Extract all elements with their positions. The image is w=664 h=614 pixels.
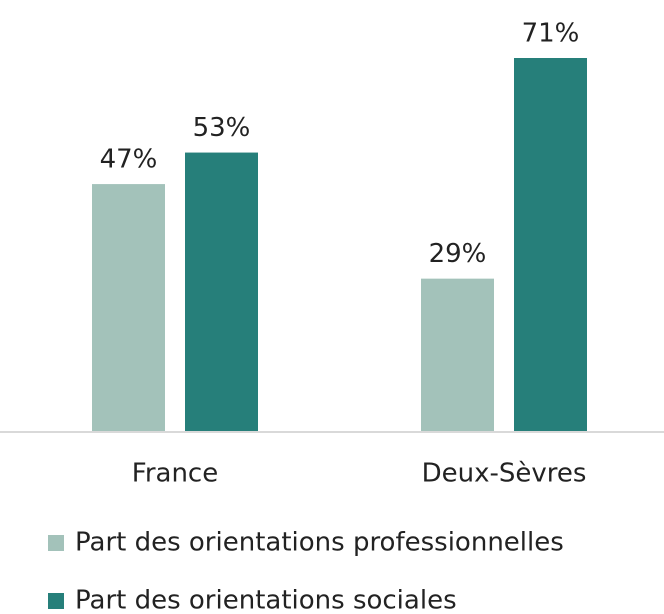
legend-swatch (48, 593, 64, 609)
data-label: 53% (193, 113, 251, 143)
bar (92, 184, 165, 431)
bar (514, 58, 587, 431)
data-label: 47% (100, 145, 158, 175)
bar (421, 278, 494, 431)
legend-label: Part des orientations sociales (75, 586, 457, 614)
data-label: 71% (522, 19, 580, 49)
legend-swatch (48, 535, 64, 551)
data-label: 29% (429, 239, 487, 269)
legend-label: Part des orientations professionnelles (75, 528, 564, 558)
x-tick-label: Deux-Sèvres (422, 459, 587, 489)
bar (185, 152, 258, 431)
x-tick-label: France (132, 459, 218, 489)
